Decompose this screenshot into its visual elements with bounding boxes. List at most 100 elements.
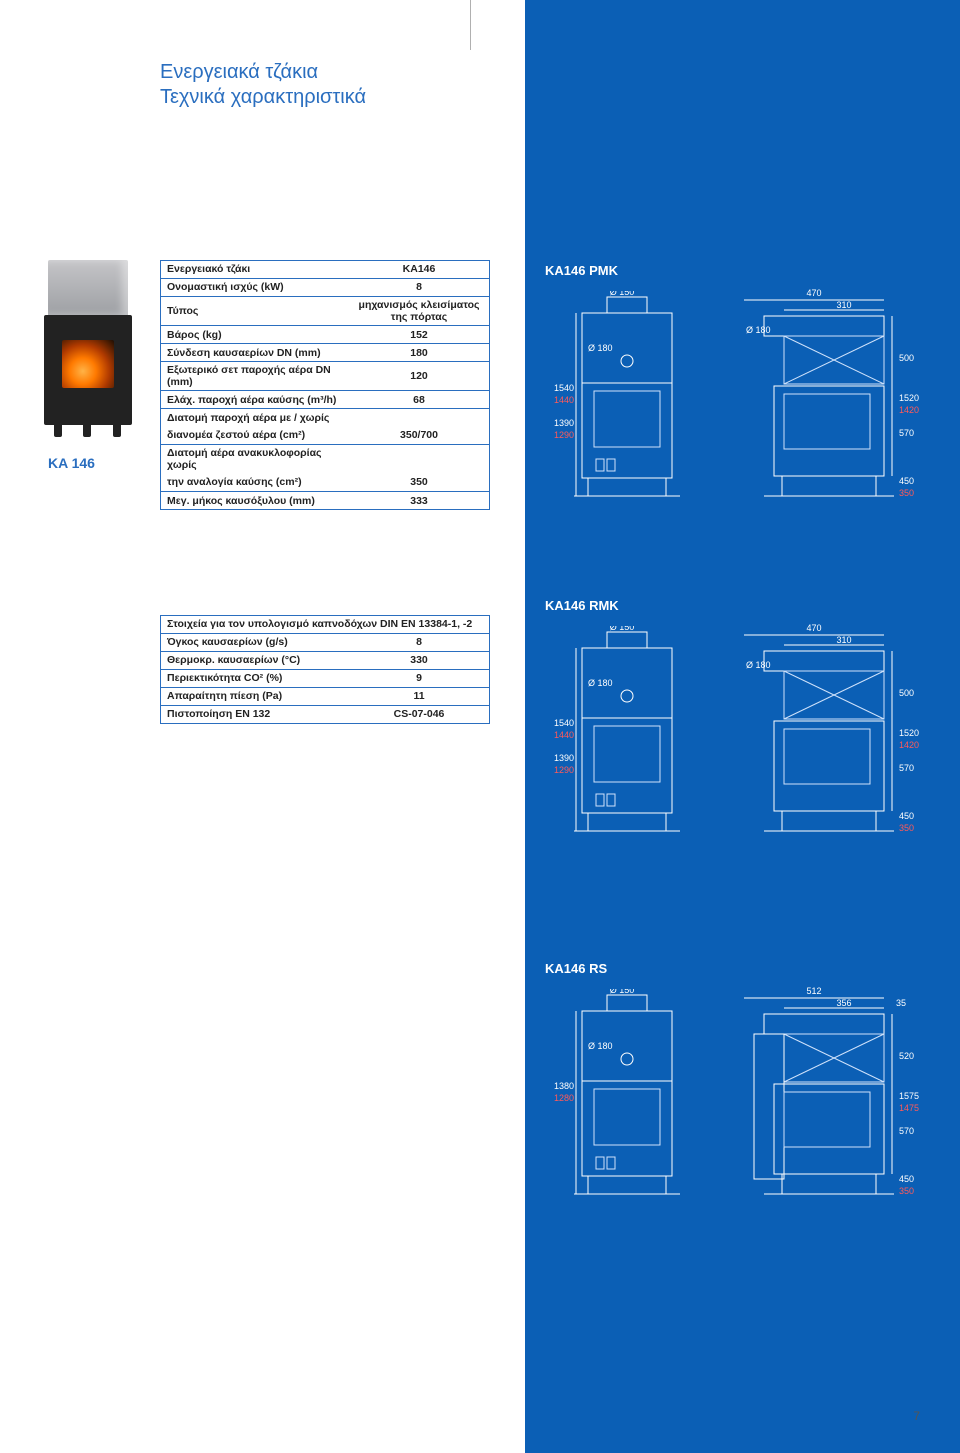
table-row: Τύποςμηχανισμός κλεισίματος της πόρτας bbox=[161, 296, 489, 325]
photo-feet bbox=[44, 425, 132, 437]
front-view: Ø 150 Ø 180 1540 1440 1390 1290 bbox=[552, 291, 702, 519]
svg-text:1290: 1290 bbox=[554, 430, 574, 440]
spec-table-1: Ενεργειακό τζάκιΚΑ146Ονομαστική ισχύς (k… bbox=[160, 260, 490, 510]
table-value: μηχανισμός κλεισίματος της πόρτας bbox=[349, 297, 489, 325]
photo-body bbox=[44, 315, 132, 425]
table-value: 152 bbox=[349, 327, 489, 343]
table-row: Διατομή παροχή αέρα με / χωρίς bbox=[161, 408, 489, 426]
table-row: Όγκος καυσαερίων (g/s)8 bbox=[161, 633, 489, 651]
svg-text:Ø 180: Ø 180 bbox=[588, 343, 613, 353]
diagram-stage: Ø 150 Ø 180 1540 1440 1390 1290 470 310 … bbox=[525, 284, 960, 519]
table-header-row: Στοιχεία για τον υπολογισμό καπνοδόχων D… bbox=[161, 615, 489, 633]
svg-text:Ø 180: Ø 180 bbox=[588, 678, 613, 688]
spec-table-2: Στοιχεία για τον υπολογισμό καπνοδόχων D… bbox=[160, 615, 490, 724]
svg-text:1420: 1420 bbox=[899, 405, 919, 415]
header-line-1: Ενεργειακά τζάκια bbox=[160, 60, 366, 85]
table-key: Απαραίτητη πίεση (Pa) bbox=[161, 688, 349, 704]
svg-text:450: 450 bbox=[899, 1174, 914, 1184]
table-key: Όγκος καυσαερίων (g/s) bbox=[161, 634, 349, 650]
table-value: 180 bbox=[349, 345, 489, 361]
table-value: 350/700 bbox=[349, 427, 489, 443]
svg-text:512: 512 bbox=[806, 986, 821, 996]
diagram-block: KA146 PMK Ø 150 Ø 180 1540 1440 1390 129… bbox=[525, 257, 960, 519]
diagram-block: KA146 RS Ø 150 Ø 180 1380 1280 512 35 bbox=[525, 955, 960, 1217]
table-key: Μεγ. μήκος καυσόξυλου (mm) bbox=[161, 493, 349, 509]
table-row: Θερμοκρ. καυσαερίων (°C)330 bbox=[161, 651, 489, 669]
table-value: 350 bbox=[349, 474, 489, 490]
table-key: την αναλογία καύσης (cm²) bbox=[161, 474, 349, 490]
page-header: Ενεργειακά τζάκια Τεχνικά χαρακτηριστικά bbox=[160, 60, 366, 110]
diagram-title: KA146 PMK bbox=[545, 263, 960, 278]
svg-text:500: 500 bbox=[899, 688, 914, 698]
table-row: Σύνδεση καυσαερίων DN (mm)180 bbox=[161, 343, 489, 361]
side-view: 470 310 Ø 180 500 1520 1420 570 450 350 bbox=[724, 621, 934, 854]
svg-text:1390: 1390 bbox=[554, 753, 574, 763]
table-value: 120 bbox=[349, 368, 489, 384]
table-value: 330 bbox=[349, 652, 489, 668]
svg-text:470: 470 bbox=[806, 623, 821, 633]
svg-text:1440: 1440 bbox=[554, 395, 574, 405]
side-view-svg: 512 356 35 520 1575 1475 570 450 350 bbox=[724, 984, 934, 1214]
svg-text:Ø 180: Ø 180 bbox=[588, 1041, 613, 1051]
svg-text:1380: 1380 bbox=[554, 1081, 574, 1091]
table-key: Τύπος bbox=[161, 303, 349, 319]
right-panel: KA146 PMK Ø 150 Ø 180 1540 1440 1390 129… bbox=[525, 0, 960, 1453]
svg-text:470: 470 bbox=[806, 288, 821, 298]
table-row: Ενεργειακό τζάκιΚΑ146 bbox=[161, 260, 489, 278]
table-row: διανομέα ζεστού αέρα (cm²)350/700 bbox=[161, 426, 489, 444]
table-key: Εξωτερικό σετ παροχής αέρα DN (mm) bbox=[161, 362, 349, 390]
table-key: Σύνδεση καυσαερίων DN (mm) bbox=[161, 345, 349, 361]
table-row: Ονομαστική ισχύς (kW)8 bbox=[161, 278, 489, 296]
table-key: Περιεκτικότητα CO² (%) bbox=[161, 670, 349, 686]
table-key: Ελάχ. παροχή αέρα καύσης (m³/h) bbox=[161, 392, 349, 408]
diagram-stage: Ø 150 Ø 180 1380 1280 512 356 35 bbox=[525, 982, 960, 1217]
svg-text:Ø 150: Ø 150 bbox=[609, 291, 634, 297]
table-value: 8 bbox=[349, 279, 489, 295]
model-label: KA 146 bbox=[48, 455, 95, 471]
front-view: Ø 150 Ø 180 1540 1440 1390 1290 bbox=[552, 626, 702, 854]
diagram-stage: Ø 150 Ø 180 1540 1440 1390 1290 470 310 … bbox=[525, 619, 960, 854]
table-title: Στοιχεία για τον υπολογισμό καπνοδόχων D… bbox=[161, 616, 489, 632]
photo-hood bbox=[48, 260, 128, 315]
table-row: Διατομή αέρα ανακυκλοφορίας χωρίς bbox=[161, 444, 489, 473]
svg-text:35: 35 bbox=[896, 998, 906, 1008]
svg-text:Ø 150: Ø 150 bbox=[609, 989, 634, 995]
svg-text:500: 500 bbox=[899, 353, 914, 363]
svg-text:1520: 1520 bbox=[899, 393, 919, 403]
svg-text:350: 350 bbox=[899, 1186, 914, 1196]
table-row: την αναλογία καύσης (cm²)350 bbox=[161, 473, 489, 491]
svg-text:356: 356 bbox=[836, 998, 851, 1008]
diagram-title: KA146 RMK bbox=[545, 598, 960, 613]
front-view-svg: Ø 150 Ø 180 1380 1280 bbox=[552, 989, 702, 1214]
table-key: Διατομή αέρα ανακυκλοφορίας χωρίς bbox=[161, 445, 349, 473]
svg-text:1575: 1575 bbox=[899, 1091, 919, 1101]
front-view: Ø 150 Ø 180 1380 1280 bbox=[552, 989, 702, 1217]
svg-text:310: 310 bbox=[836, 300, 851, 310]
table-key: Ενεργειακό τζάκι bbox=[161, 261, 349, 277]
table-value: 11 bbox=[349, 688, 489, 704]
product-photo bbox=[40, 260, 135, 440]
svg-text:450: 450 bbox=[899, 476, 914, 486]
svg-text:520: 520 bbox=[899, 1051, 914, 1061]
diagram-title: KA146 RS bbox=[545, 961, 960, 976]
table-value: 68 bbox=[349, 392, 489, 408]
svg-text:1280: 1280 bbox=[554, 1093, 574, 1103]
table-row: Περιεκτικότητα CO² (%)9 bbox=[161, 669, 489, 687]
side-view: 470 310 Ø 180 500 1520 1420 570 450 350 bbox=[724, 286, 934, 519]
svg-text:Ø 150: Ø 150 bbox=[609, 626, 634, 632]
svg-text:570: 570 bbox=[899, 428, 914, 438]
svg-text:1540: 1540 bbox=[554, 718, 574, 728]
table-row: Απαραίτητη πίεση (Pa)11 bbox=[161, 687, 489, 705]
svg-text:310: 310 bbox=[836, 635, 851, 645]
svg-text:1290: 1290 bbox=[554, 765, 574, 775]
table-row: Πιστοποίηση EN 132CS-07-046 bbox=[161, 705, 489, 723]
svg-text:570: 570 bbox=[899, 763, 914, 773]
table-value: CS-07-046 bbox=[349, 706, 489, 722]
table-value bbox=[349, 416, 489, 420]
side-view-svg: 470 310 Ø 180 500 1520 1420 570 450 350 bbox=[724, 621, 934, 851]
table-key: Θερμοκρ. καυσαερίων (°C) bbox=[161, 652, 349, 668]
side-view: 512 356 35 520 1575 1475 570 450 350 bbox=[724, 984, 934, 1217]
header-line-2: Τεχνικά χαρακτηριστικά bbox=[160, 85, 366, 110]
svg-text:350: 350 bbox=[899, 488, 914, 498]
svg-text:1520: 1520 bbox=[899, 728, 919, 738]
